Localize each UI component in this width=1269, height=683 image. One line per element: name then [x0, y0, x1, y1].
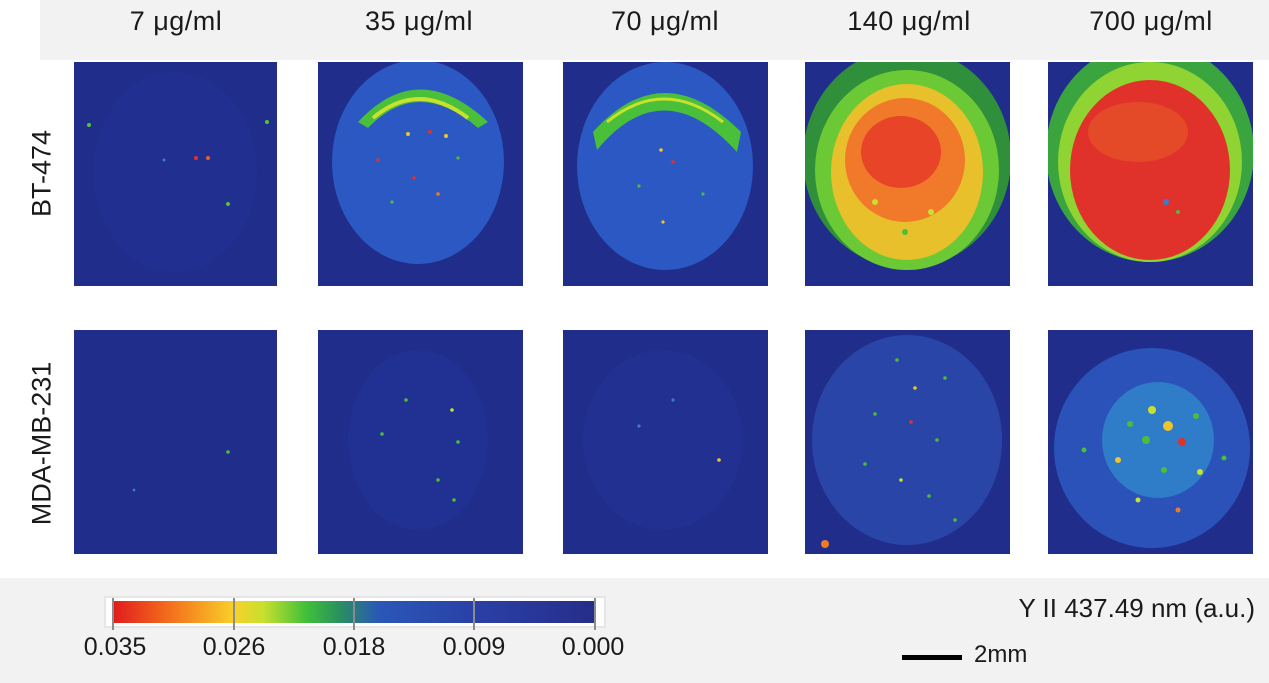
panel-mda231-35	[318, 330, 523, 554]
panel-bt474-35	[318, 62, 523, 286]
panel-mda231-7	[74, 330, 277, 554]
panel-bt474-7	[74, 62, 277, 286]
panel-mda231-70	[563, 330, 768, 554]
column-header-70: 70 μg/ml	[610, 6, 720, 36]
colorbar-tick	[473, 598, 475, 630]
legend-title: Y II 437.49 nm (a.u.)	[1018, 593, 1255, 623]
header-band	[40, 0, 1269, 60]
panel-mda231-700	[1048, 330, 1253, 554]
scale-bar	[902, 655, 962, 660]
colorbar-tick	[353, 598, 355, 630]
row-label-bt474: BT-474	[26, 129, 57, 218]
column-header-35: 35 μg/ml	[364, 6, 474, 36]
colorbar-label-2: 0.026	[202, 633, 266, 661]
column-header-700: 700 μg/ml	[1089, 6, 1213, 36]
panel-bt474-140	[805, 62, 1010, 286]
colorbar-label-min: 0.000	[561, 633, 625, 661]
colorbar-gradient	[114, 601, 596, 623]
legend-band	[0, 578, 1269, 683]
row-label-mda-mb-231: MDA-MB-231	[26, 361, 57, 526]
colorbar-tick	[594, 598, 596, 630]
colorbar-label-3: 0.018	[322, 633, 386, 661]
colorbar-tick	[233, 598, 235, 630]
panel-bt474-700	[1048, 62, 1253, 286]
panel-bt474-70	[563, 62, 768, 286]
colorbar-tick	[112, 598, 114, 630]
column-header-7: 7 μg/ml	[129, 6, 223, 36]
colorbar-label-4: 0.009	[442, 633, 506, 661]
scale-bar-label: 2mm	[974, 641, 1028, 668]
column-header-140: 140 μg/ml	[847, 6, 971, 36]
colorbar	[104, 596, 606, 630]
panel-mda231-140	[805, 330, 1010, 554]
colorbar-label-max: 0.035	[83, 633, 147, 661]
